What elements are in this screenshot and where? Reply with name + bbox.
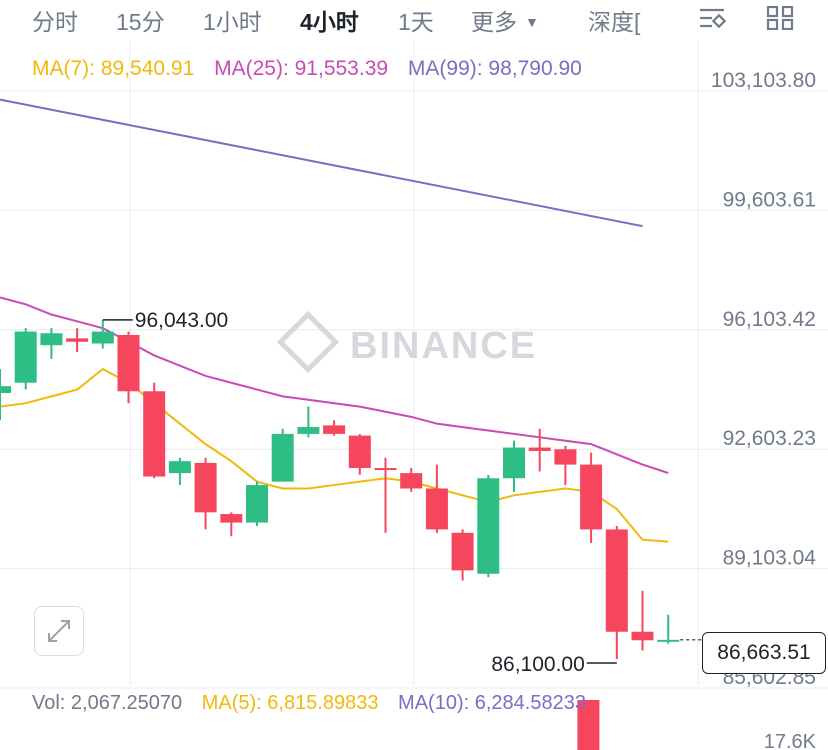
tab-more[interactable]: 更多 ▼ [471,3,539,37]
price-axis-label: 92,603.23 [723,427,816,450]
tab-1d[interactable]: 1天 [398,9,434,35]
volume-legend: Vol: 2,067.25070 MA(5): 6,815.89833 MA(1… [32,692,600,715]
tab-15m[interactable]: 15分 [116,9,165,35]
ma99-value: MA(99): 98,790.90 [407,57,582,80]
candle-body [66,338,89,342]
candle-body [605,529,628,632]
ma25-value: MA(25): 91,553.39 [214,57,389,80]
candle-body [117,334,140,392]
ma-legend: MA(7): 89,540.91 MA(25): 91,553.39 MA(99… [32,57,596,81]
candle-body [220,514,243,523]
candle-body [91,331,114,344]
indicator-settings-icon[interactable] [698,6,726,30]
grid-layout-icon[interactable] [766,6,794,30]
price-axis-label: 96,103.42 [723,308,816,331]
candle-body [657,639,680,642]
price-annotations: 96,043.00 86,100.00 [102,309,702,676]
candle-body [425,488,448,530]
candle-body [194,462,217,513]
tab-depth[interactable]: 深度[ [588,9,641,35]
candle-body [451,532,474,571]
candle-body [348,435,371,469]
price-axis-label: 103,103.80 [711,69,816,92]
fullscreen-button[interactable] [34,606,84,656]
ma99-line [0,98,643,228]
price-axis: 103,103.80 99,603.61 96,103.42 92,603.23 89,… [711,69,816,689]
candle-body [297,427,320,434]
volume-ma10-value: MA(10): 6,284.58233 [398,692,586,714]
candle-body [503,447,525,479]
ma7-value: MA(7): 89,540.91 [32,57,195,80]
candle-body [323,425,346,434]
price-axis-label: 89,103.04 [723,547,817,570]
candle-body [14,331,37,383]
watermark-text: BINANCE [350,325,538,367]
volume-bar [577,700,600,750]
candle-body [0,386,11,393]
chevron-down-icon: ▼ [525,14,539,30]
candle-body [580,464,603,530]
candle-body [168,461,191,474]
candles [0,319,680,660]
volume-value: Vol: 2,067.25070 [32,692,183,714]
timeframe-tab-bar: 分时 15分 1小时 4小时 1天 更多 ▼ 深度[ [0,0,828,36]
candle-body [477,478,500,574]
candle-body [246,485,268,523]
volume-ma5-value: MA(5): 6,815.89833 [201,692,379,714]
binance-watermark: BINANCE [276,310,538,374]
price-axis-label: 99,603.61 [723,188,816,211]
volume-pane: 17.6K [577,700,817,750]
candle-body [40,333,63,346]
tab-4h[interactable]: 4小时 [300,9,359,35]
candle-body [271,433,294,482]
low-price-label: 86,100.00 [491,653,584,676]
high-price-label: 96,043.00 [135,309,228,332]
candle-body [143,391,166,477]
tab-timeline[interactable]: 分时 [32,9,78,35]
ma7-line [0,367,669,543]
tab-1h[interactable]: 1小时 [203,9,262,35]
volume-axis-label: 17.6K [764,731,817,750]
candle-body [400,473,423,489]
candle-body [528,447,551,451]
candle-body [554,449,577,465]
expand-icon [48,620,70,642]
binance-logo-icon [276,310,340,374]
candle-body [374,468,397,471]
tab-more-label: 更多 [471,9,517,35]
current-price-tag: 86,663.51 [702,632,826,674]
candle-body [631,631,654,641]
